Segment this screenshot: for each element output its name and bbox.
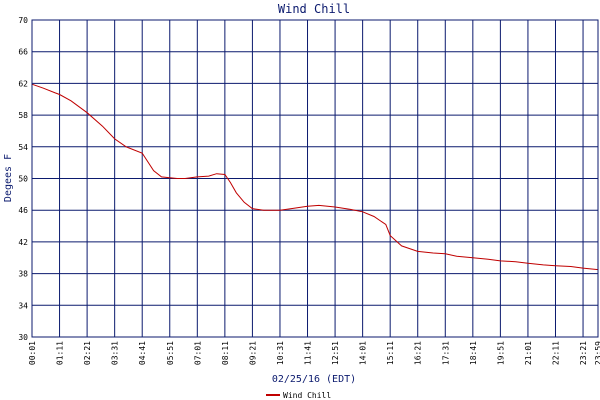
y-tick-label: 54 [18, 143, 28, 152]
x-axis-label: 02/25/16 (EDT) [272, 374, 356, 385]
x-tick-label: 15:11 [386, 341, 395, 365]
x-tick-label: 23:21 [579, 341, 588, 365]
chart-title: Wind Chill [278, 2, 350, 16]
series-layer [31, 83, 599, 271]
x-tick-label: 08:11 [221, 341, 230, 365]
x-tick-label: 11:41 [304, 341, 313, 365]
x-tick-label: 23:59 [594, 341, 600, 365]
x-tick-label: 04:41 [138, 341, 147, 365]
legend-label: Wind Chill [283, 391, 331, 400]
x-ticks: 00:01 01:11 02:21 03:31 04:41 05:51 07:01 08:11… [28, 341, 600, 365]
y-tick-label: 70 [18, 16, 28, 25]
y-ticks: 30 34 38 42 46 50 54 58 62 66 70 [18, 16, 28, 342]
y-tick-label: 42 [18, 238, 28, 247]
y-tick-label: 50 [18, 175, 28, 184]
x-tick-label: 17:31 [441, 341, 450, 365]
y-tick-label: 66 [18, 48, 28, 57]
x-tick-label: 02:21 [83, 341, 92, 365]
y-tick-label: 30 [18, 333, 28, 342]
x-tick-label: 09:21 [248, 341, 257, 365]
legend: Wind Chill [266, 391, 331, 400]
x-tick-label: 19:51 [496, 341, 505, 365]
x-tick-label: 05:51 [166, 341, 175, 365]
x-tick-label: 07:01 [193, 341, 202, 365]
x-tick-label: 22:11 [551, 341, 560, 365]
series-line-0 [31, 83, 599, 271]
y-tick-label: 38 [18, 270, 28, 279]
x-tick-label: 00:01 [28, 341, 37, 365]
plot-area-border [31, 19, 599, 338]
x-tick-label: 18:41 [469, 341, 478, 365]
x-tick-label: 10:31 [276, 341, 285, 365]
x-tick-label: 16:21 [414, 341, 423, 365]
y-tick-label: 62 [18, 79, 28, 88]
x-tick-label: 21:01 [524, 341, 533, 365]
y-tick-label: 34 [18, 301, 28, 310]
x-tick-label: 14:01 [359, 341, 368, 365]
x-tick-label: 01:11 [56, 341, 65, 365]
x-tick-label: 12:51 [331, 341, 340, 365]
y-tick-label: 58 [18, 111, 28, 120]
y-tick-label: 46 [18, 206, 28, 215]
x-tick-label: 03:31 [111, 341, 120, 365]
y-axis-label: Degees F [3, 154, 14, 202]
